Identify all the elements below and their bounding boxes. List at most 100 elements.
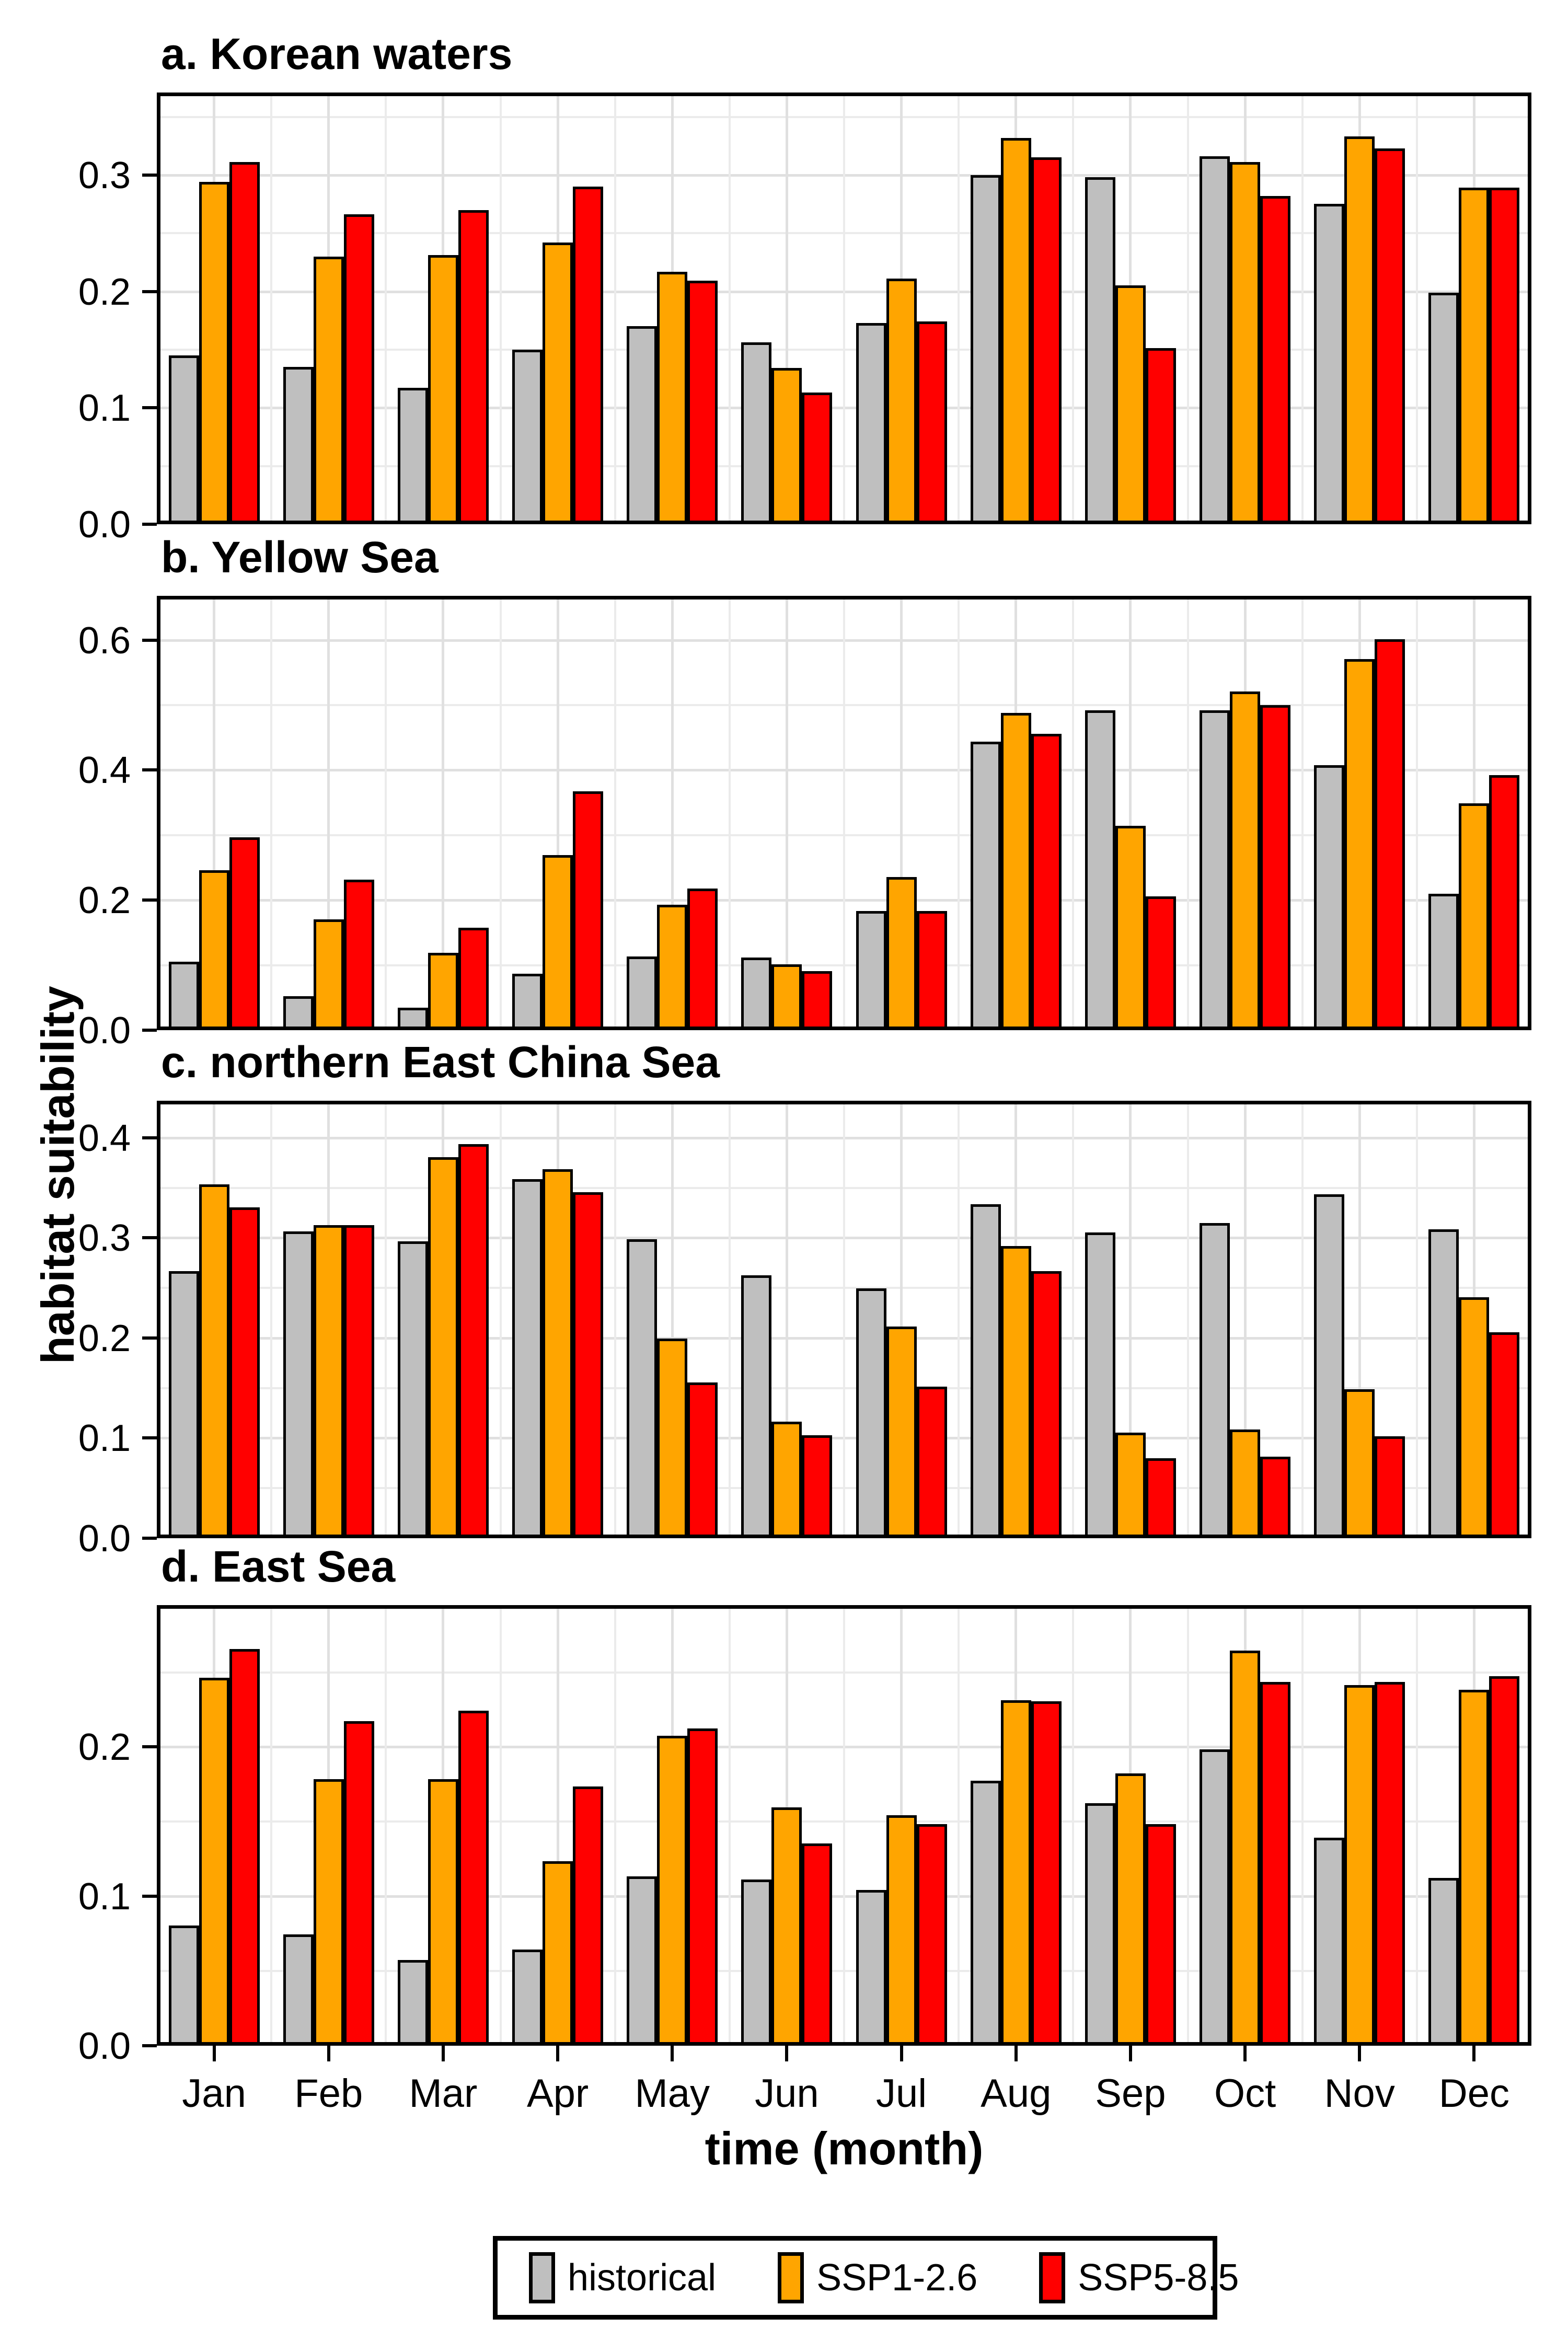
bar-b-Nov-SSP1-2.6 (1344, 659, 1375, 1027)
bar-c-Jul-historical (856, 1288, 886, 1535)
bar-d-Jul-SSP5-8.5 (916, 1824, 947, 2042)
y-tick (142, 523, 157, 526)
v-gridline (1358, 1104, 1361, 1535)
bar-d-Jul-historical (856, 1889, 886, 2042)
bar-d-Apr-historical (512, 1949, 543, 2042)
bar-d-Mar-SSP1-2.6 (428, 1779, 458, 2042)
v-gridline (270, 1609, 273, 2042)
x-tick-label-Jan: Jan (182, 2071, 246, 2116)
bar-a-Sep-historical (1085, 177, 1115, 521)
v-gridline (1301, 1104, 1304, 1535)
x-tick (1243, 2046, 1247, 2061)
bar-c-May-SSP1-2.6 (657, 1338, 688, 1535)
bar-a-Aug-SSP5-8.5 (1031, 157, 1062, 521)
bar-d-Aug-historical (970, 1780, 1001, 2042)
y-tick (142, 768, 157, 772)
bar-a-Jun-SSP5-8.5 (802, 393, 833, 521)
y-tick (142, 406, 157, 410)
plot-area-b (157, 596, 1531, 1030)
y-tick-label: 0.3 (78, 1217, 131, 1260)
bar-b-Jun-SSP1-2.6 (771, 964, 802, 1027)
bar-d-Aug-SSP1-2.6 (1000, 1700, 1031, 2042)
v-gridline (614, 1609, 616, 2042)
bar-d-Apr-SSP1-2.6 (543, 1861, 573, 2042)
v-gridline (385, 1104, 387, 1535)
y-tick-label: 0.4 (78, 1117, 131, 1159)
v-gridline (327, 599, 330, 1027)
bar-c-Jan-SSP5-8.5 (229, 1207, 260, 1535)
bar-a-Jan-SSP1-2.6 (199, 182, 229, 521)
bar-d-Feb-SSP1-2.6 (313, 1779, 344, 2042)
v-gridline (1243, 1104, 1247, 1535)
legend-item-ssp5-8.5: SSP5-8.5 (1039, 2252, 1239, 2303)
plot-area-d (157, 1605, 1531, 2046)
bar-d-Nov-historical (1314, 1837, 1345, 2042)
bar-a-Jul-historical (856, 322, 886, 521)
v-gridline (1415, 599, 1418, 1027)
bar-b-Jul-historical (856, 910, 886, 1027)
x-tick-label-Aug: Aug (981, 2071, 1052, 2116)
bar-b-Jul-SSP5-8.5 (916, 910, 947, 1027)
bar-d-Sep-historical (1085, 1803, 1115, 2042)
bar-c-Nov-SSP1-2.6 (1344, 1389, 1375, 1535)
bar-d-Jan-SSP5-8.5 (229, 1649, 260, 2042)
bar-b-Dec-SSP1-2.6 (1459, 803, 1490, 1027)
v-gridline (1129, 599, 1132, 1027)
v-gridline (556, 599, 559, 1027)
bar-a-Jun-SSP1-2.6 (771, 368, 802, 521)
v-gridline (728, 1609, 731, 2042)
bar-b-Apr-historical (512, 974, 543, 1027)
y-tick (142, 898, 157, 902)
bar-a-Mar-SSP1-2.6 (428, 255, 458, 521)
bar-a-Sep-SSP5-8.5 (1145, 348, 1176, 521)
v-gridline (1415, 1609, 1418, 2042)
bar-c-Jun-historical (741, 1275, 772, 1535)
v-gridline (1301, 96, 1304, 521)
bar-d-Jun-historical (741, 1879, 772, 2042)
bar-b-Mar-SSP1-2.6 (428, 953, 458, 1027)
v-gridline (958, 1104, 960, 1535)
bar-c-May-SSP5-8.5 (687, 1382, 718, 1535)
bar-c-Sep-SSP1-2.6 (1115, 1432, 1146, 1535)
v-gridline (1301, 599, 1304, 1027)
x-tick (441, 2046, 445, 2061)
y-tick (142, 1336, 157, 1340)
bar-d-Oct-SSP5-8.5 (1260, 1682, 1291, 2042)
x-tick-label-Oct: Oct (1214, 2071, 1276, 2116)
x-tick-label-Nov: Nov (1324, 2071, 1395, 2116)
v-gridline (213, 599, 216, 1027)
bar-c-Mar-SSP5-8.5 (458, 1144, 489, 1535)
bar-d-Dec-SSP1-2.6 (1459, 1689, 1490, 2042)
bar-b-Mar-historical (397, 1007, 428, 1027)
bar-b-Oct-historical (1200, 710, 1230, 1027)
panel-title-d: d. East Sea (161, 1542, 396, 1591)
bar-a-Mar-historical (397, 388, 428, 521)
v-gridline (1186, 1609, 1189, 2042)
bar-d-Nov-SSP5-8.5 (1375, 1682, 1405, 2042)
x-tick (1358, 2046, 1362, 2061)
bar-c-Feb-SSP5-8.5 (343, 1225, 374, 1535)
bar-c-Dec-SSP1-2.6 (1459, 1297, 1490, 1535)
y-tick-label: 0.2 (78, 1317, 131, 1359)
bar-c-Apr-SSP5-8.5 (573, 1192, 604, 1535)
v-gridline (785, 599, 788, 1027)
bar-a-Oct-historical (1200, 156, 1230, 521)
v-gridline (671, 599, 674, 1027)
bar-a-Nov-SSP5-8.5 (1375, 148, 1405, 521)
v-gridline (499, 1104, 502, 1535)
v-gridline (1415, 96, 1418, 521)
legend-label: historical (568, 2257, 717, 2299)
bar-c-Jan-historical (168, 1271, 199, 1535)
v-gridline (843, 1609, 845, 2042)
x-tick-label-Jun: Jun (755, 2071, 819, 2116)
v-gridline (728, 1104, 731, 1535)
x-tick-label-Dec: Dec (1438, 2071, 1509, 2116)
v-gridline (958, 1609, 960, 2042)
y-tick-label: 0.1 (78, 387, 131, 430)
v-gridline (614, 1104, 616, 1535)
bar-c-Dec-SSP5-8.5 (1489, 1332, 1520, 1535)
x-tick (1014, 2046, 1018, 2061)
bar-c-Mar-SSP1-2.6 (428, 1157, 458, 1535)
v-gridline (1072, 96, 1075, 521)
